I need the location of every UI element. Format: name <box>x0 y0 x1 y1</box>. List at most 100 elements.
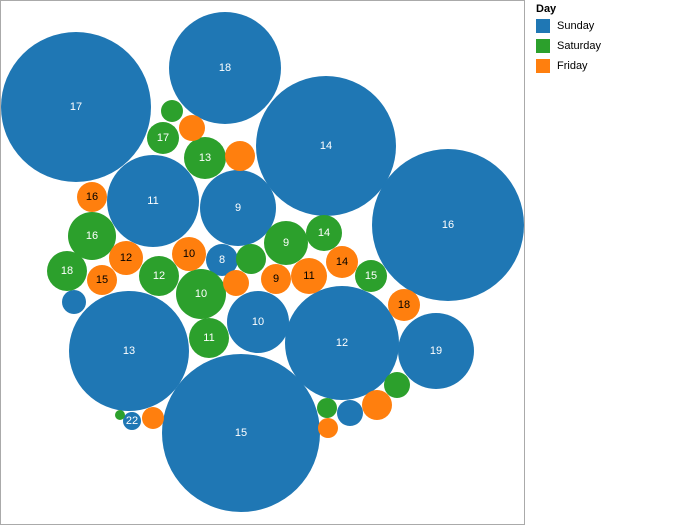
bubble-sunday: 11 <box>107 155 199 247</box>
bubble-friday: 9 <box>261 264 291 294</box>
bubble-label: 9 <box>273 273 279 285</box>
bubble-label: 11 <box>147 195 158 207</box>
bubble-friday: 15 <box>87 265 117 295</box>
bubble-circle <box>317 398 337 418</box>
bubble-label: 10 <box>252 316 264 328</box>
bubble-circle <box>47 251 87 291</box>
bubble-saturday <box>317 398 337 418</box>
bubble-circle <box>384 372 410 398</box>
bubble-circle <box>306 215 342 251</box>
bubble-circle <box>388 289 420 321</box>
bubble-circle <box>337 400 363 426</box>
bubble-sunday <box>337 400 363 426</box>
bubble-circle <box>285 286 399 400</box>
bubble-saturday: 14 <box>306 215 342 251</box>
bubble-sunday: 17 <box>1 32 151 182</box>
bubble-label: 10 <box>195 288 207 300</box>
bubble-saturday: 17 <box>147 122 179 154</box>
bubble-label: 12 <box>120 252 132 264</box>
bubble-saturday <box>115 410 125 420</box>
legend-label-sunday: Sunday <box>557 20 595 32</box>
bubble-circle <box>176 269 226 319</box>
bubble-friday <box>225 141 255 171</box>
bubble-saturday: 10 <box>176 269 226 319</box>
bubble-circle <box>236 244 266 274</box>
bubble-friday <box>223 270 249 296</box>
bubble-circle <box>225 141 255 171</box>
bubble-label: 12 <box>153 270 165 282</box>
legend-label-saturday: Saturday <box>557 40 602 52</box>
bubble-circle <box>355 260 387 292</box>
bubble-circle <box>68 212 116 260</box>
bubble-saturday: 18 <box>47 251 87 291</box>
bubble-label: 10 <box>183 248 195 260</box>
bubble-friday: 14 <box>326 246 358 278</box>
bubble-label: 16 <box>442 219 454 231</box>
bubble-circle <box>107 155 199 247</box>
bubble-circle <box>169 12 281 124</box>
bubble-friday <box>142 407 164 429</box>
bubble-circle <box>162 354 320 512</box>
bubble-sunday: 22 <box>123 412 141 430</box>
bubble-circle <box>372 149 524 301</box>
bubble-circle <box>318 418 338 438</box>
bubble-circle <box>62 290 86 314</box>
bubble-friday: 10 <box>172 237 206 271</box>
bubble-label: 9 <box>235 202 241 214</box>
bubble-circle <box>179 115 205 141</box>
bubble-saturday: 15 <box>355 260 387 292</box>
bubble-circle <box>261 264 291 294</box>
bubble-circle <box>161 100 183 122</box>
legend-label-friday: Friday <box>557 60 588 72</box>
bubble-saturday <box>384 372 410 398</box>
bubble-circle <box>123 412 141 430</box>
bubble-circle <box>326 246 358 278</box>
bubble-friday <box>318 418 338 438</box>
bubble-circle <box>172 237 206 271</box>
bubble-circle <box>115 410 125 420</box>
bubble-circle <box>223 270 249 296</box>
bubble-saturday: 9 <box>264 221 308 265</box>
bubble-friday: 18 <box>388 289 420 321</box>
bubble-sunday: 18 <box>169 12 281 124</box>
bubble-circle <box>200 170 276 246</box>
legend-item-sunday: Sunday <box>536 16 671 36</box>
bubble-label: 19 <box>430 345 442 357</box>
bubble-label: 16 <box>86 230 98 242</box>
bubble-sunday: 10 <box>227 291 289 353</box>
bubble-circle <box>256 76 396 216</box>
bubble-circle <box>264 221 308 265</box>
legend-title: Day <box>536 3 557 15</box>
bubble-circle <box>189 318 229 358</box>
legend-item-friday: Friday <box>536 56 671 76</box>
bubble-label: 15 <box>365 270 377 282</box>
legend-swatch-sunday <box>536 19 550 33</box>
bubble-label: 9 <box>283 237 289 249</box>
bubble-label: 17 <box>157 132 169 144</box>
bubble-circle <box>398 313 474 389</box>
bubble-label: 13 <box>123 345 135 357</box>
bubble-saturday <box>236 244 266 274</box>
bubble-circle <box>184 137 226 179</box>
bubble-label: 18 <box>219 62 231 74</box>
bubble-sunday: 14 <box>256 76 396 216</box>
bubble-saturday: 13 <box>184 137 226 179</box>
bubble-friday: 16 <box>77 182 107 212</box>
bubble-label: 11 <box>303 270 314 282</box>
bubble-sunday: 16 <box>372 149 524 301</box>
bubble-label: 13 <box>199 152 211 164</box>
bubble-friday: 12 <box>109 241 143 275</box>
bubble-sunday: 19 <box>398 313 474 389</box>
bubble-label: 22 <box>126 415 138 427</box>
bubble-circle <box>291 258 327 294</box>
bubble-label: 14 <box>336 256 348 268</box>
bubble-sunday <box>62 290 86 314</box>
bubble-label: 15 <box>96 274 108 286</box>
bubble-sunday: 8 <box>206 244 238 276</box>
bubble-label: 11 <box>203 332 214 344</box>
bubble-sunday: 15 <box>162 354 320 512</box>
legend-swatch-saturday <box>536 39 550 53</box>
bubble-label: 12 <box>336 337 348 349</box>
legend: Day Sunday Saturday Friday <box>536 2 671 76</box>
bubble-circle <box>227 291 289 353</box>
